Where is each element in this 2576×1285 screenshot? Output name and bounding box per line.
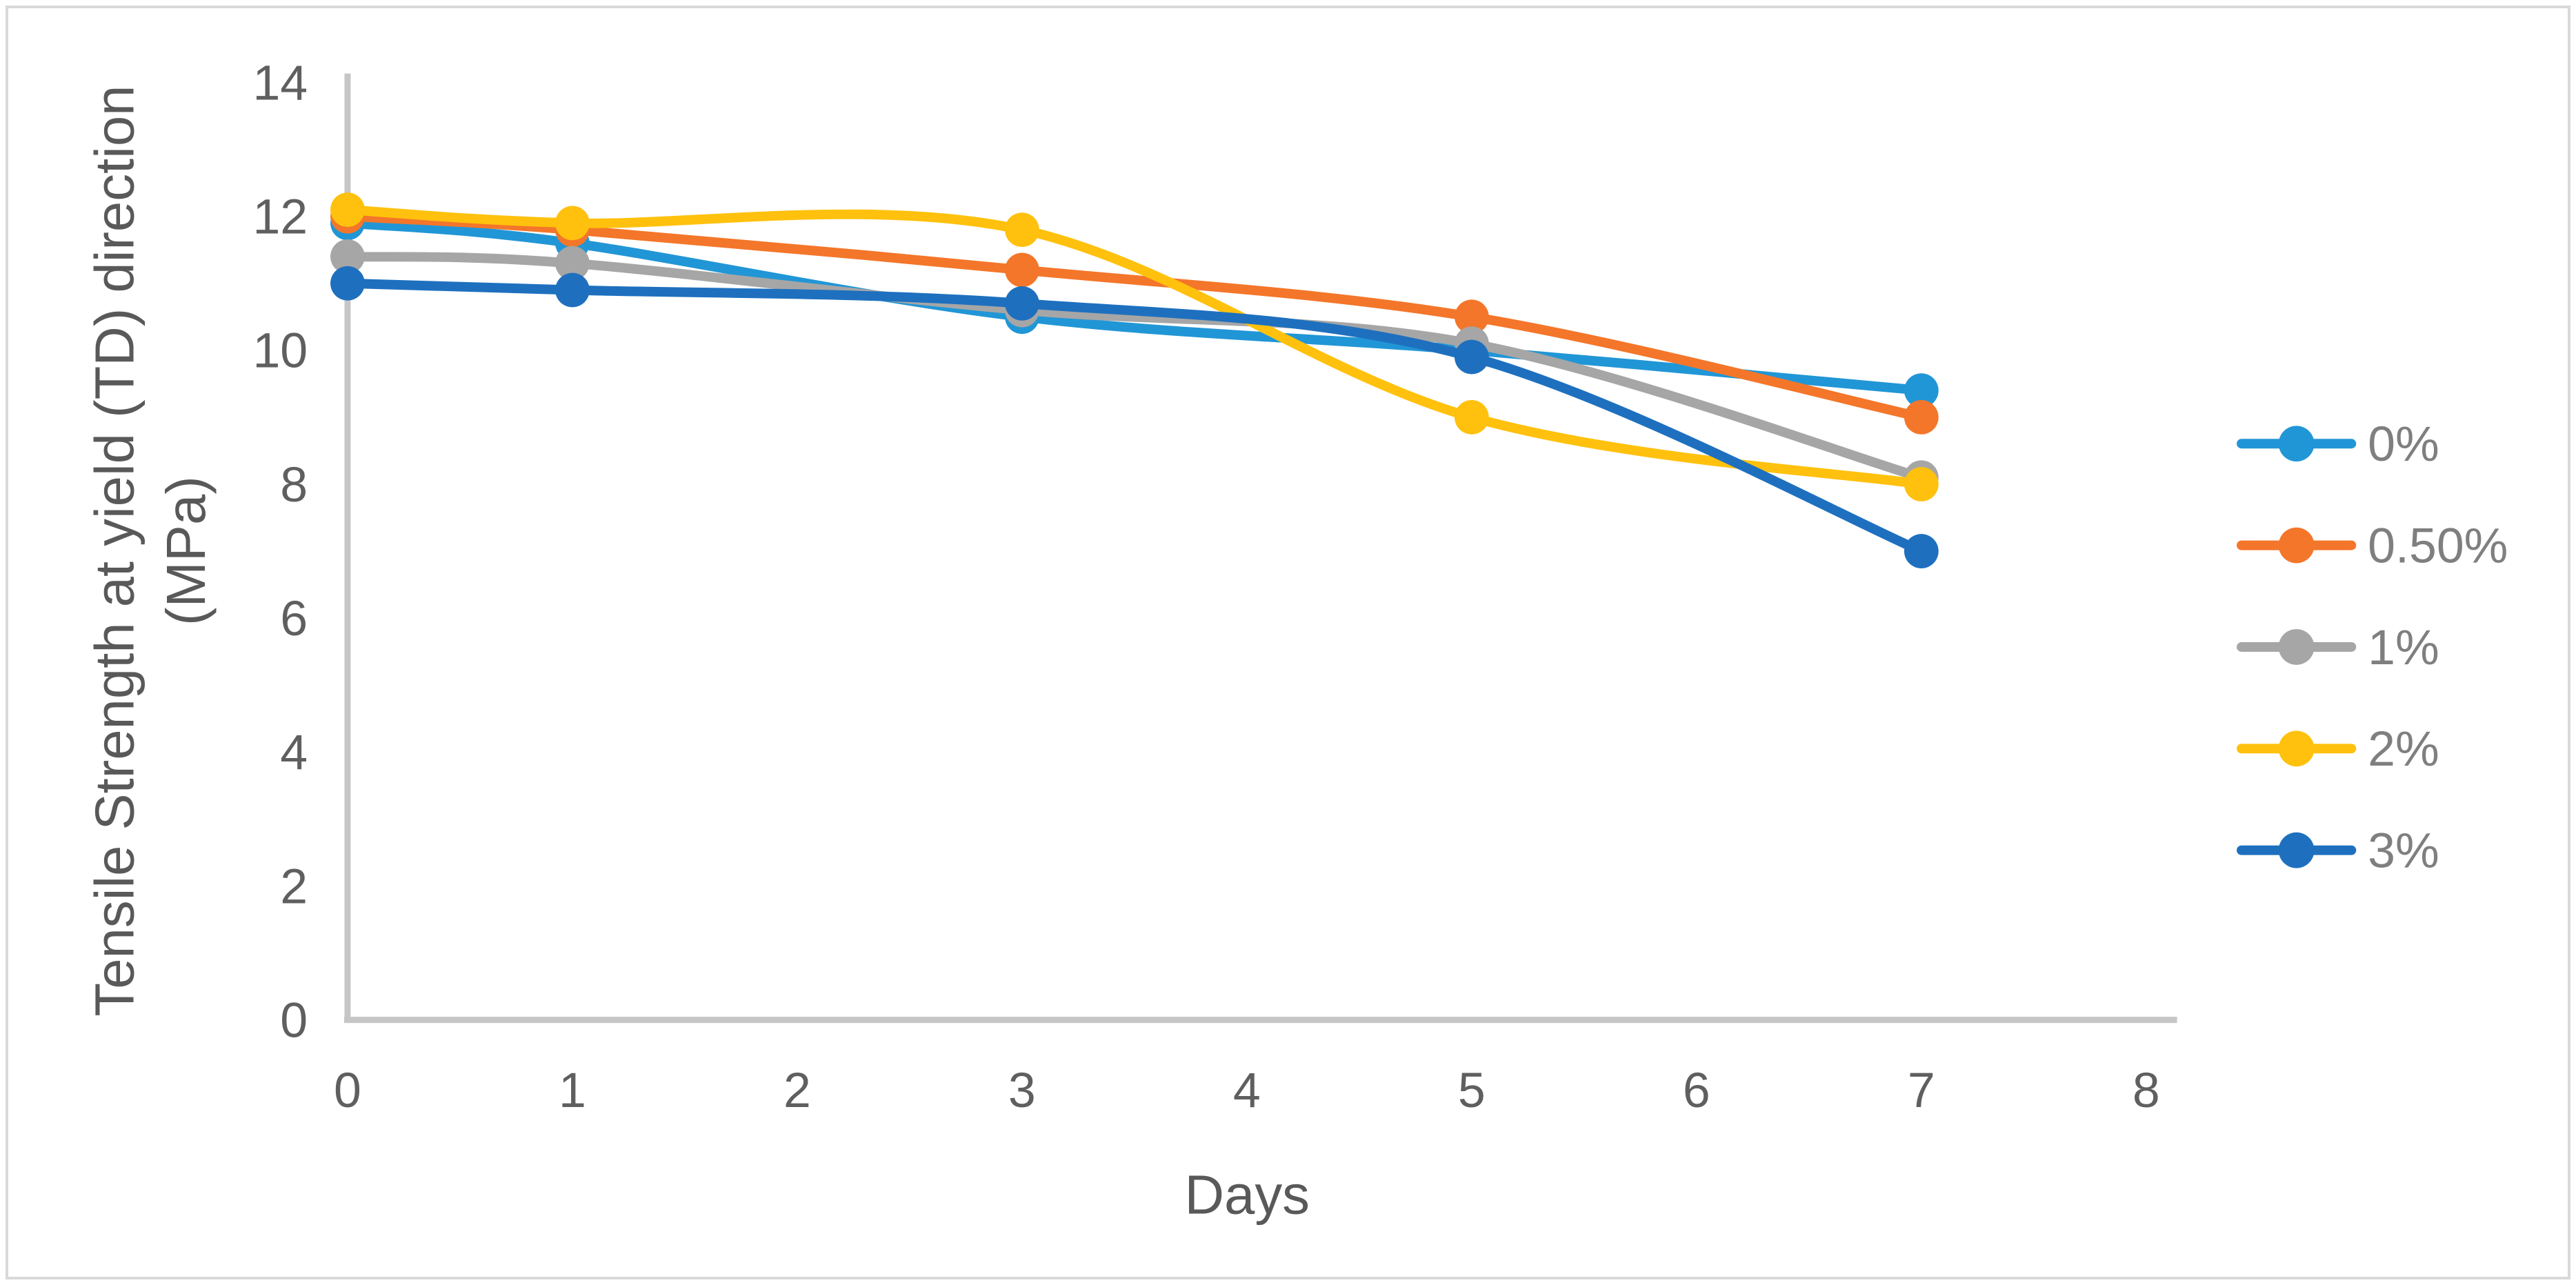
y-tick-label: 2 <box>280 859 308 914</box>
x-tick-label: 1 <box>559 1063 586 1118</box>
data-point-marker <box>555 206 590 241</box>
y-tick-label: 12 <box>252 190 308 245</box>
series-line-0% <box>342 218 1926 396</box>
data-point-marker <box>555 272 590 308</box>
data-point-marker <box>1004 252 1039 288</box>
legend-item-label: 2% <box>2368 721 2439 777</box>
data-point-marker <box>1004 286 1039 321</box>
legend-item-3%: 3% <box>2237 824 2439 879</box>
series-line-3% <box>342 278 1926 557</box>
chart-container: 0 2 4 6 8 10 12 14 0 1 2 3 4 5 6 7 8 Tensile Strength at… <box>6 6 2570 1279</box>
legend-item-label: 3% <box>2368 824 2439 879</box>
legend-item-label: 1% <box>2368 620 2439 675</box>
legend-marker-icon <box>2278 527 2315 564</box>
legend-item-2%: 2% <box>2237 721 2439 777</box>
y-tick-label: 10 <box>252 323 308 379</box>
x-tick-label: 2 <box>783 1063 811 1118</box>
series-line-0.50% <box>342 211 1926 422</box>
y-axis-title-line2: (MPa) <box>155 476 217 626</box>
x-tick-label: 5 <box>1458 1063 1486 1118</box>
legend-marker-icon <box>2278 629 2315 665</box>
series-3% <box>330 266 1939 568</box>
x-tick-label: 6 <box>1683 1063 1710 1118</box>
data-point-marker <box>555 246 590 281</box>
axes <box>343 73 2177 1024</box>
data-point-marker <box>1904 467 1939 501</box>
y-tick-label: 6 <box>280 591 308 646</box>
legend-item-0.50%: 0.50% <box>2237 519 2508 574</box>
legend-item-0%: 0% <box>2237 417 2439 472</box>
legend-marker-icon <box>2278 730 2315 767</box>
y-tick-label: 4 <box>280 725 308 780</box>
y-tick-label: 0 <box>280 993 308 1048</box>
data-point-marker <box>1454 400 1489 435</box>
legend: 0% 0.50% 1% 2% 3% <box>2237 417 2508 879</box>
legend-marker-icon <box>2278 426 2315 462</box>
data-point-marker <box>1454 339 1489 375</box>
x-tick-label: 0 <box>334 1063 361 1118</box>
series-2% <box>330 192 1939 501</box>
y-axis-title-line1: Tensile Strength at yield (TD) direction <box>83 86 145 1017</box>
data-point-marker <box>1454 299 1489 335</box>
data-point-marker <box>330 266 365 301</box>
x-tick-label: 8 <box>2133 1063 2160 1118</box>
y-tick-label: 8 <box>280 457 308 512</box>
data-point-marker <box>330 239 365 274</box>
x-axis-title: Days <box>1185 1164 1310 1225</box>
legend-item-1%: 1% <box>2237 620 2439 675</box>
x-tick-label: 4 <box>1233 1063 1261 1118</box>
legend-item-label: 0.50% <box>2368 519 2508 574</box>
data-point-marker <box>1904 534 1939 568</box>
legend-item-label: 0% <box>2368 417 2439 472</box>
data-series <box>330 192 1939 568</box>
data-point-marker <box>330 192 365 227</box>
y-tick-label: 14 <box>252 55 308 110</box>
data-point-marker <box>1904 373 1939 408</box>
x-tick-label: 7 <box>1908 1063 1935 1118</box>
data-point-marker <box>1004 212 1039 247</box>
series-line-2% <box>342 205 1926 489</box>
series-1% <box>330 239 1939 495</box>
x-tick-label: 3 <box>1008 1063 1036 1118</box>
legend-marker-icon <box>2278 832 2315 868</box>
data-point-marker <box>1904 400 1939 435</box>
series-line-1% <box>342 251 1926 483</box>
